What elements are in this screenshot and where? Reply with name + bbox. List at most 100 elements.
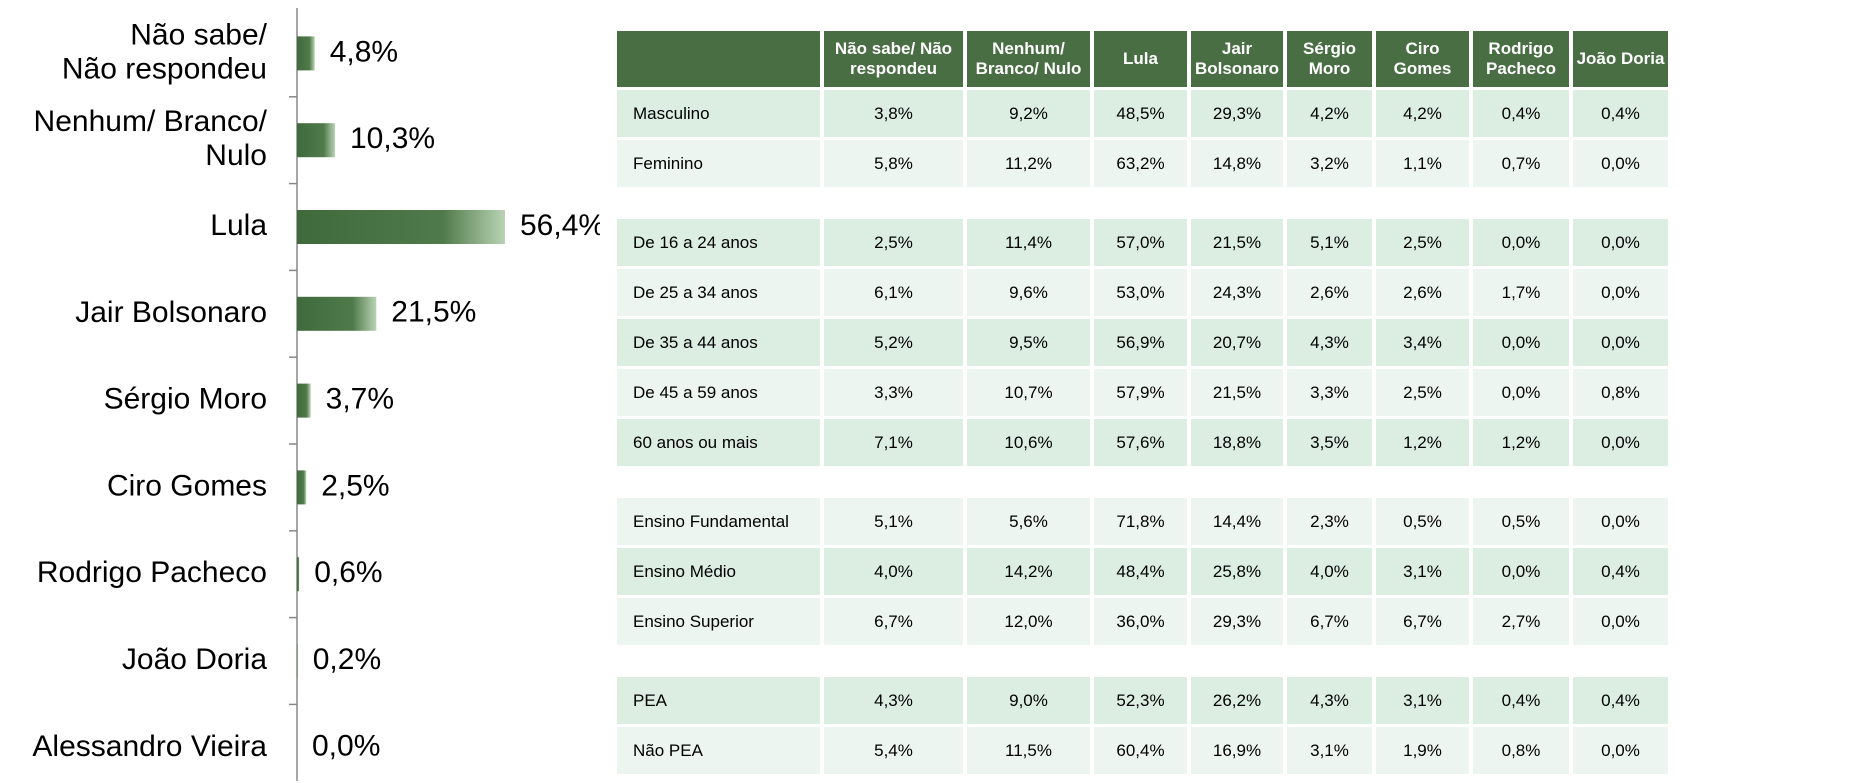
bar <box>297 123 335 158</box>
table-row: Ensino Superior 6,7% 12,0% 36,0% 29,3% 6,7% 6,… <box>617 598 1668 645</box>
bar <box>297 644 298 678</box>
row-label: Ensino Fundamental <box>617 498 820 545</box>
cell: 5,8% <box>824 140 963 187</box>
category-label: Nenhum/ Branco/Nulo <box>34 105 268 172</box>
cell: 18,8% <box>1191 419 1283 466</box>
table-row: De 35 a 44 anos 5,2% 9,5% 56,9% 20,7% 4,3% 3,4… <box>617 319 1668 366</box>
cell: 0,0% <box>1573 598 1668 645</box>
spacer-row <box>617 190 1668 216</box>
cell: 16,9% <box>1191 727 1283 774</box>
cell: 57,6% <box>1094 419 1187 466</box>
cell: 6,7% <box>1287 598 1372 645</box>
bar-chart: Não sabe/Não respondeu 4,8% Nenhum/ Branco… <box>32 8 600 781</box>
cell: 9,5% <box>967 319 1090 366</box>
cell: 4,3% <box>1287 319 1372 366</box>
table-row: 60 anos ou mais 7,1% 10,6% 57,6% 18,8% 3,5% 1,… <box>617 419 1668 466</box>
cell: 4,2% <box>1287 90 1372 137</box>
cell: 12,0% <box>967 598 1090 645</box>
cell: 21,5% <box>1191 369 1283 416</box>
category-label: Ciro Gomes <box>107 469 267 502</box>
column-header: Nenhum/ Branco/ Nulo <box>967 31 1090 87</box>
cell: 1,2% <box>1376 419 1469 466</box>
cell: 29,3% <box>1191 598 1283 645</box>
cell: 5,4% <box>824 727 963 774</box>
value-label: 0,6% <box>314 556 382 589</box>
cell: 5,1% <box>1287 219 1372 266</box>
cell: 14,8% <box>1191 140 1283 187</box>
cell: 4,0% <box>1287 548 1372 595</box>
category-label: João Doria <box>122 643 267 676</box>
cell: 0,0% <box>1473 219 1569 266</box>
cell: 5,6% <box>967 498 1090 545</box>
cell: 52,3% <box>1094 677 1187 724</box>
cell: 0,0% <box>1573 319 1668 366</box>
table-row: De 25 a 34 anos 6,1% 9,6% 53,0% 24,3% 2,6% 2,6… <box>617 269 1668 316</box>
category-label: Não sabe/Não respondeu <box>62 18 268 85</box>
value-label: 3,7% <box>326 383 394 416</box>
column-header: Rodrigo Pacheco <box>1473 31 1569 87</box>
value-label: 0,2% <box>313 643 381 676</box>
cell: 21,5% <box>1191 219 1283 266</box>
cell: 0,8% <box>1473 727 1569 774</box>
cell: 57,9% <box>1094 369 1187 416</box>
cell: 0,0% <box>1473 369 1569 416</box>
cell: 6,7% <box>1376 598 1469 645</box>
cell: 5,2% <box>824 319 963 366</box>
table-row: Ensino Médio 4,0% 14,2% 48,4% 25,8% 4,0% 3,1% 0… <box>617 548 1668 595</box>
row-label: De 16 a 24 anos <box>617 219 820 266</box>
row-label: De 45 a 59 anos <box>617 369 820 416</box>
cell: 9,2% <box>967 90 1090 137</box>
cell: 2,5% <box>1376 369 1469 416</box>
category-label: Lula <box>210 209 267 242</box>
cell: 2,7% <box>1473 598 1569 645</box>
cell: 0,4% <box>1573 677 1668 724</box>
cell: 1,1% <box>1376 140 1469 187</box>
cell: 4,3% <box>824 677 963 724</box>
cell: 2,5% <box>1376 219 1469 266</box>
value-label: 4,8% <box>330 35 398 68</box>
cell: 7,1% <box>824 419 963 466</box>
cell: 63,2% <box>1094 140 1187 187</box>
cell: 1,9% <box>1376 727 1469 774</box>
column-header: Sérgio Moro <box>1287 31 1372 87</box>
row-label: Ensino Superior <box>617 598 820 645</box>
cell: 6,7% <box>824 598 963 645</box>
cell: 0,0% <box>1573 498 1668 545</box>
cell: 29,3% <box>1191 90 1283 137</box>
cell: 71,8% <box>1094 498 1187 545</box>
cell: 3,2% <box>1287 140 1372 187</box>
bar <box>297 470 307 505</box>
table-row: Não PEA 5,4% 11,5% 60,4% 16,9% 3,1% 1,9% 0,8% 0,… <box>617 727 1668 774</box>
table-row: Ensino Fundamental 5,1% 5,6% 71,8% 14,4% 2,3%… <box>617 498 1668 545</box>
cell: 0,0% <box>1473 548 1569 595</box>
cell: 4,2% <box>1376 90 1469 137</box>
crosstab: Não sabe/ Não respondeu Nenhum/ Branco/ N… <box>613 28 1672 777</box>
cell: 2,5% <box>824 219 963 266</box>
bar <box>297 296 377 331</box>
cell: 10,7% <box>967 369 1090 416</box>
cell: 3,5% <box>1287 419 1372 466</box>
table-row: PEA 4,3% 9,0% 52,3% 26,2% 4,3% 3,1% 0,4% 0,4% <box>617 677 1668 724</box>
cell: 0,4% <box>1573 90 1668 137</box>
cell: 0,8% <box>1573 369 1668 416</box>
table-row: De 45 a 59 anos 3,3% 10,7% 57,9% 21,5% 3,3% 2,… <box>617 369 1668 416</box>
category-label: Alessandro Vieira <box>32 730 267 763</box>
cell: 0,4% <box>1473 90 1569 137</box>
value-label: 10,3% <box>350 122 435 155</box>
cell: 26,2% <box>1191 677 1283 724</box>
column-header: Lula <box>1094 31 1187 87</box>
cell: 48,4% <box>1094 548 1187 595</box>
cell: 14,2% <box>967 548 1090 595</box>
column-header: Não sabe/ Não respondeu <box>824 31 963 87</box>
header-corner <box>617 31 820 87</box>
cell: 57,0% <box>1094 219 1187 266</box>
cell: 2,3% <box>1287 498 1372 545</box>
cell: 0,5% <box>1376 498 1469 545</box>
value-label: 21,5% <box>391 296 476 329</box>
cell: 3,1% <box>1376 548 1469 595</box>
cell: 11,2% <box>967 140 1090 187</box>
cell: 11,4% <box>967 219 1090 266</box>
cell: 3,8% <box>824 90 963 137</box>
bar <box>297 210 505 244</box>
